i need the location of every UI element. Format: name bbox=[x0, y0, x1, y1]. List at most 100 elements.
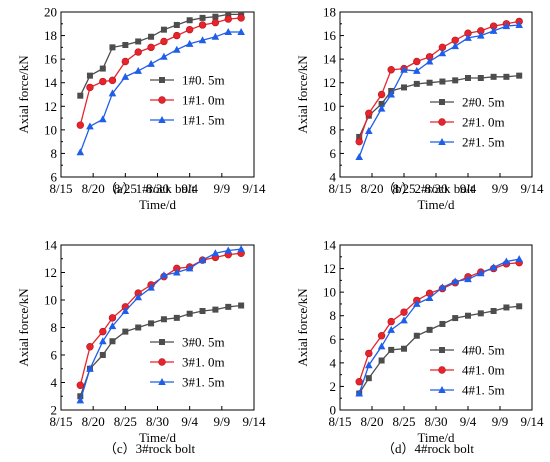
x-tick-label: 8/20 bbox=[82, 414, 105, 429]
data-point bbox=[502, 257, 511, 265]
y-tick-label: 14 bbox=[44, 238, 58, 253]
data-point bbox=[122, 328, 129, 335]
data-point bbox=[355, 389, 363, 397]
data-point bbox=[356, 133, 363, 140]
data-point bbox=[225, 11, 232, 18]
legend-label: 2#0. 5m bbox=[462, 95, 505, 110]
data-point bbox=[377, 332, 386, 340]
legend-label: 3#0. 5m bbox=[182, 335, 225, 350]
y-tick-label: 10 bbox=[44, 122, 57, 137]
data-point bbox=[76, 148, 85, 156]
chart-panel-1: 6 8 10 12 14 16 18 20 8/15 8/20 8/25 8/30 9/4 9/9 9/14… bbox=[16, 5, 266, 213]
data-point bbox=[238, 302, 245, 309]
data-point bbox=[211, 249, 220, 257]
series-1 bbox=[77, 11, 245, 99]
data-point bbox=[425, 57, 434, 65]
legend-marker bbox=[158, 378, 166, 385]
y-axis-title: Axial force/kN bbox=[295, 288, 310, 367]
legend-marker bbox=[438, 138, 446, 145]
data-point bbox=[377, 342, 386, 350]
data-point bbox=[199, 308, 206, 314]
plot-frame bbox=[60, 244, 255, 411]
x-tick-label: 8/20 bbox=[82, 181, 105, 196]
panel-caption: （a）1#rock bolt bbox=[104, 181, 196, 196]
data-point bbox=[515, 255, 523, 263]
data-point bbox=[515, 20, 523, 28]
data-point bbox=[400, 65, 408, 73]
data-point bbox=[77, 92, 84, 99]
data-point bbox=[425, 294, 434, 302]
y-tick-label: 18 bbox=[44, 28, 57, 43]
legend: 2#0. 5m 2#1. 0m 2#1. 5m bbox=[430, 95, 505, 150]
data-point bbox=[185, 25, 194, 34]
y-tick-label: 12 bbox=[44, 265, 57, 280]
y-tick-label: 6 bbox=[51, 348, 58, 363]
data-point bbox=[365, 127, 373, 135]
x-tick-label: 9/14 bbox=[520, 181, 544, 196]
x-tick-label: 9/9 bbox=[492, 414, 509, 429]
data-point bbox=[108, 89, 117, 97]
data-point bbox=[108, 314, 117, 322]
data-point bbox=[76, 381, 85, 389]
data-point bbox=[212, 306, 219, 313]
y-axis-title: Axial force/kN bbox=[16, 55, 31, 134]
data-point bbox=[86, 83, 94, 92]
data-point bbox=[237, 245, 245, 253]
data-point bbox=[225, 303, 232, 310]
data-point bbox=[147, 283, 155, 291]
data-point bbox=[438, 49, 447, 57]
data-point bbox=[503, 304, 510, 311]
data-point bbox=[477, 269, 485, 277]
data-point bbox=[224, 28, 233, 36]
legend: 3#0. 5m 3#1. 0m 3#1. 5m bbox=[150, 335, 225, 390]
x-tick-label: 9/4 bbox=[181, 414, 198, 429]
data-point bbox=[185, 264, 194, 272]
data-point bbox=[173, 268, 181, 276]
data-point bbox=[464, 33, 472, 41]
chart-panel-2: 4 6 8 10 12 14 16 18 8/15 8/20 8/25 8/30 9/4 9/9 9/14 T… bbox=[295, 5, 544, 213]
x-tick-label: 8/15 bbox=[49, 181, 72, 196]
x-tick-label: 9/14 bbox=[242, 181, 266, 196]
x-tick-label: 8/30 bbox=[424, 414, 447, 429]
x-axis-title: Time/d bbox=[417, 430, 455, 445]
data-point bbox=[108, 76, 117, 85]
data-point bbox=[99, 337, 107, 345]
data-point bbox=[426, 326, 433, 333]
y-tick-label: 8 bbox=[51, 320, 58, 335]
data-point bbox=[413, 299, 421, 307]
data-point bbox=[86, 72, 93, 79]
data-point bbox=[211, 32, 220, 40]
data-point bbox=[160, 26, 167, 33]
data-point bbox=[489, 26, 498, 34]
data-point bbox=[502, 22, 511, 30]
legend-marker bbox=[438, 118, 446, 126]
data-point bbox=[465, 75, 471, 81]
data-point bbox=[378, 357, 385, 364]
data-point bbox=[413, 80, 420, 87]
data-point bbox=[198, 21, 207, 29]
legend-label: 2#1. 0m bbox=[462, 115, 505, 130]
legend-label: 4#1. 0m bbox=[462, 363, 505, 378]
data-point bbox=[109, 338, 116, 345]
data-point bbox=[99, 327, 107, 336]
x-tick-label: 9/9 bbox=[214, 181, 231, 196]
legend: 4#0. 5m 4#1. 0m 4#1. 5m bbox=[430, 343, 505, 398]
data-point bbox=[355, 152, 363, 160]
y-tick-label: 8 bbox=[51, 146, 58, 161]
data-point bbox=[173, 21, 180, 28]
y-tick-label: 6 bbox=[330, 146, 337, 161]
data-point bbox=[387, 90, 395, 98]
data-point bbox=[122, 42, 129, 48]
data-point bbox=[86, 122, 94, 130]
data-point bbox=[377, 90, 386, 99]
data-point bbox=[451, 277, 459, 285]
y-tick-label: 16 bbox=[323, 28, 337, 43]
data-point bbox=[490, 73, 497, 80]
data-point bbox=[377, 104, 386, 112]
x-tick-label: 8/25 bbox=[392, 414, 415, 429]
y-axis-title: Axial force/kN bbox=[295, 55, 310, 134]
data-point bbox=[237, 28, 245, 36]
legend-label: 1#1. 0m bbox=[182, 93, 225, 108]
legend-label: 3#1. 5m bbox=[182, 375, 225, 390]
x-tick-label: 8/25 bbox=[392, 181, 415, 196]
